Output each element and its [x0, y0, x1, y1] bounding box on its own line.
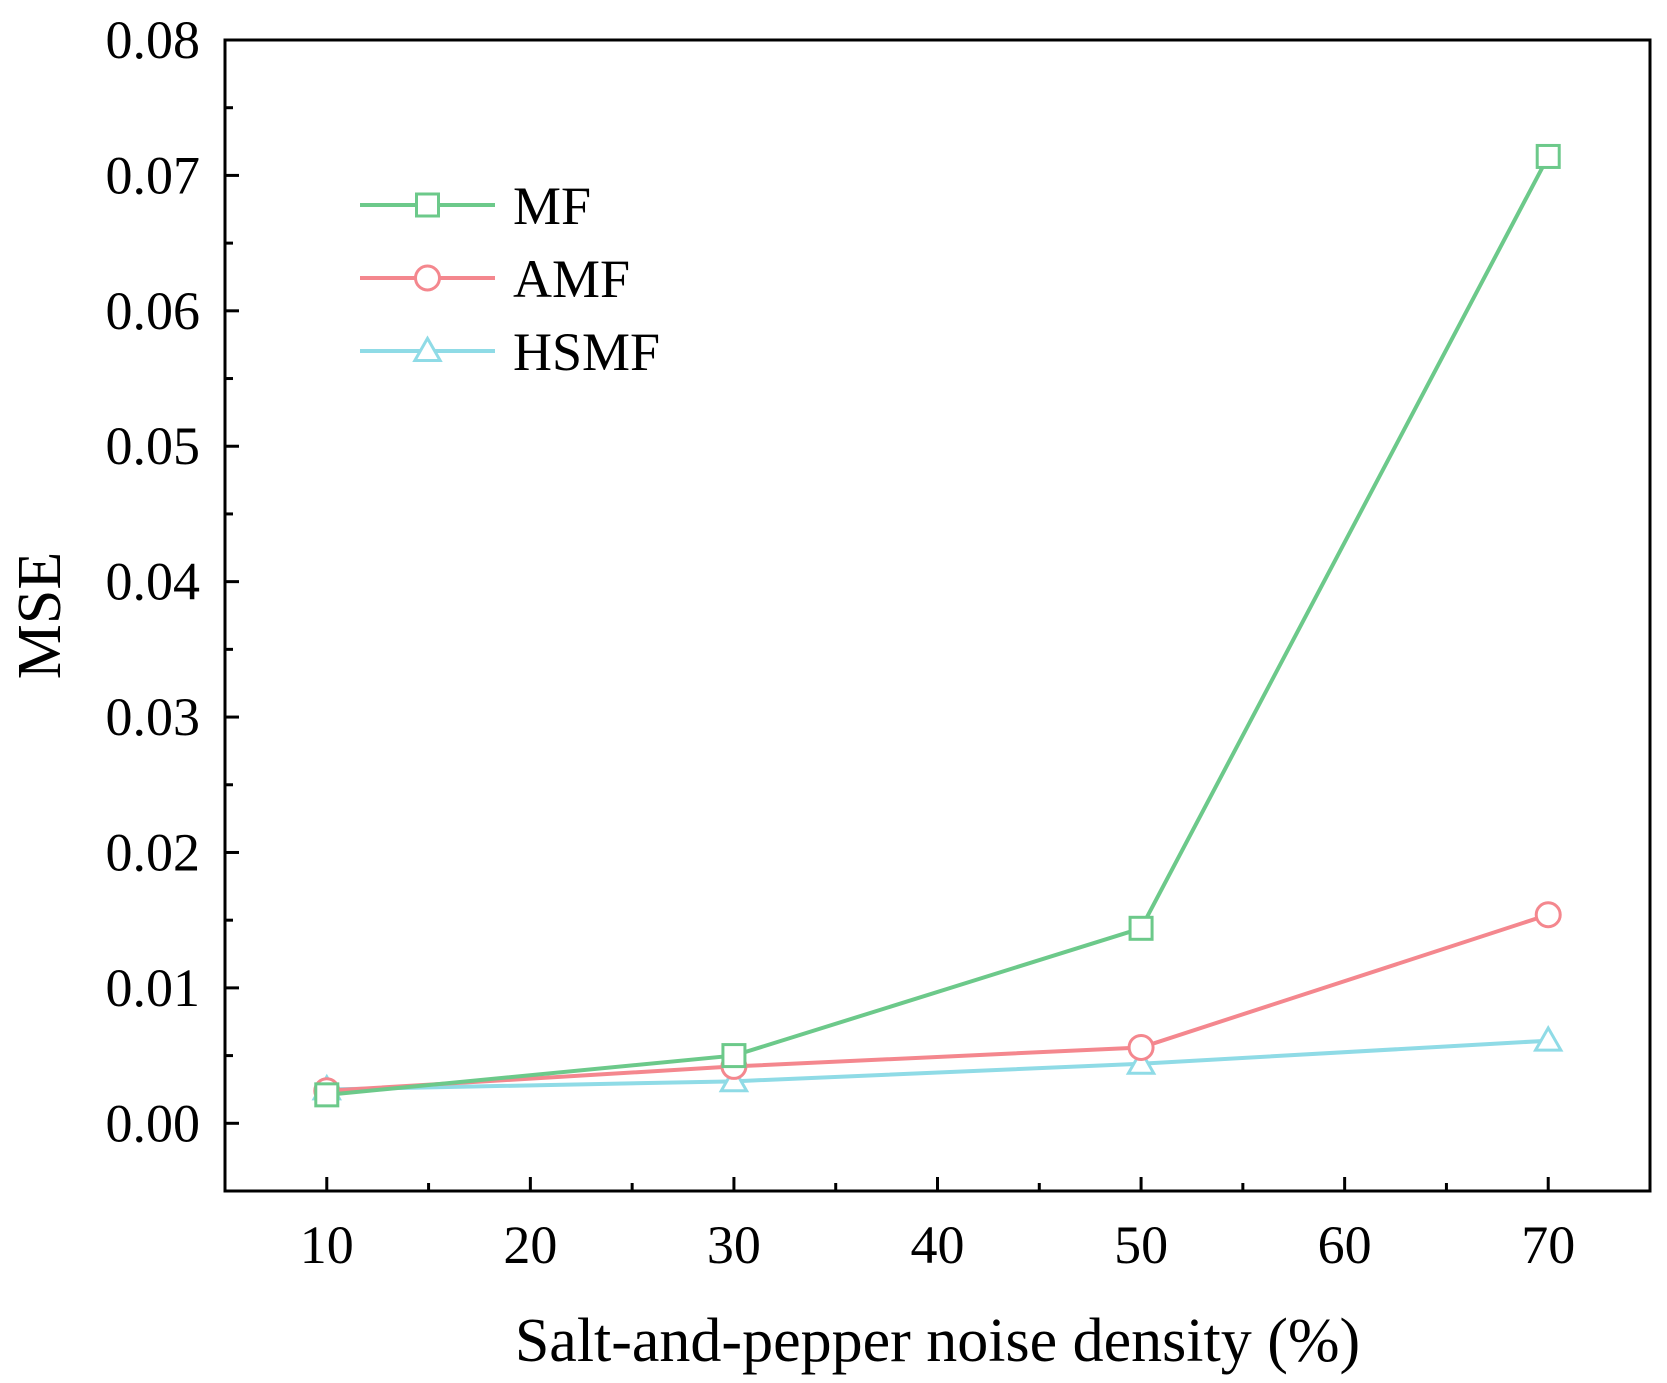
series-mf	[314, 143, 1561, 1108]
y-tick-label: 0.05	[106, 416, 201, 476]
data-point-hsmf	[1532, 1025, 1564, 1052]
legend-marker	[414, 264, 441, 292]
series-line-hsmf	[326, 1038, 1549, 1092]
legend-marker	[415, 192, 440, 218]
legend-item-amf: AMF	[360, 249, 630, 309]
x-axis-title: Salt-and-pepper noise density (%)	[515, 1307, 1360, 1375]
y-tick-label: 0.06	[106, 281, 201, 341]
legend-item-hsmf: HSMF	[360, 322, 660, 382]
series-line-mf	[326, 155, 1550, 1097]
series-line-amf	[326, 912, 1549, 1093]
x-tick-label: 40	[911, 1215, 965, 1275]
legend-label: AMF	[513, 249, 630, 309]
y-tick-label: 0.00	[106, 1093, 201, 1153]
data-point-hsmf	[1125, 1048, 1157, 1075]
y-tick-label: 0.03	[106, 687, 201, 747]
legend: MF AMF HSMF	[360, 176, 660, 382]
y-tick-label: 0.07	[106, 145, 201, 205]
series-layer	[311, 143, 1564, 1108]
y-tick-label: 0.04	[106, 552, 201, 612]
data-point-mf	[721, 1043, 747, 1069]
legend-label: HSMF	[513, 322, 660, 382]
data-point-mf	[314, 1082, 340, 1108]
ticks-layer: 0.00 0.01 0.02 0.03 0.04 0.05 0.06 0.07 0.08 10 20…	[106, 10, 1576, 1275]
legend-marker	[412, 335, 443, 362]
legend-label: MF	[513, 176, 591, 236]
y-axis-title: MSE	[6, 552, 74, 679]
data-point-amf	[1534, 901, 1562, 929]
x-tick-label: 30	[707, 1215, 761, 1275]
legend-item-mf: MF	[360, 176, 591, 236]
x-tick-label: 60	[1318, 1215, 1372, 1275]
x-tick-label: 20	[503, 1215, 557, 1275]
data-point-mf	[1535, 143, 1561, 169]
y-tick-label: 0.01	[106, 958, 201, 1018]
y-tick-label: 0.08	[106, 10, 201, 70]
x-tick-label: 50	[1114, 1215, 1168, 1275]
y-tick-label: 0.02	[106, 822, 201, 882]
x-tick-label: 70	[1521, 1215, 1575, 1275]
data-point-amf	[1127, 1033, 1155, 1061]
data-point-mf	[1128, 915, 1154, 941]
x-tick-label: 10	[300, 1215, 354, 1275]
